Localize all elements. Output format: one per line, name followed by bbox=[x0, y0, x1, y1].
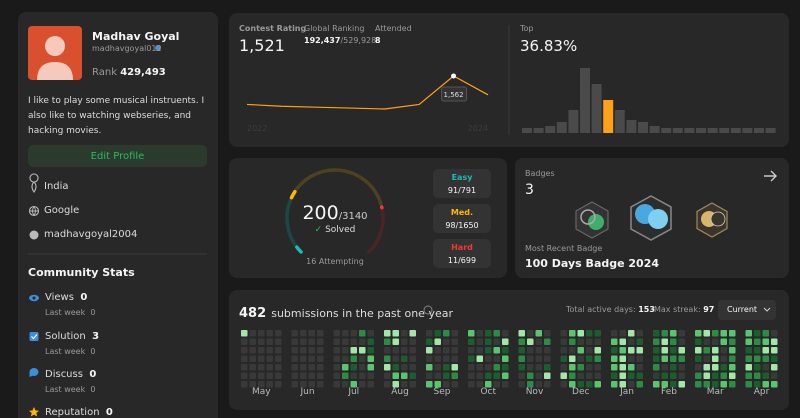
stat-label: Global Ranking bbox=[304, 24, 365, 33]
bio: I like to play some musical instruents. … bbox=[28, 96, 205, 136]
difficulty-label: Med. bbox=[450, 208, 474, 217]
username: madhavgoyal012 bbox=[92, 44, 162, 53]
difficulty-box: Easy 91/791 bbox=[433, 169, 491, 198]
streak-label: Max streak: bbox=[654, 305, 701, 314]
last-week-value: 0 bbox=[90, 308, 96, 317]
difficulty-label: Hard bbox=[451, 243, 473, 252]
stat-value: 0 bbox=[89, 369, 97, 380]
section-title: Community Stats bbox=[28, 266, 135, 279]
stat-label: Attended bbox=[375, 24, 412, 33]
active-value: 153 bbox=[638, 305, 655, 314]
month-label: Oct bbox=[480, 387, 497, 397]
submission-count: 482 bbox=[239, 306, 267, 321]
difficulty-solved: 91 bbox=[447, 186, 459, 195]
month-label: Nov bbox=[525, 387, 544, 397]
stat-value: 0 bbox=[105, 407, 113, 418]
last-week-label: Last week bbox=[45, 385, 86, 394]
difficulty-box: Hard 11/699 bbox=[433, 239, 491, 268]
month-label: Jul bbox=[348, 387, 360, 397]
global-rank-total: /529,928 bbox=[340, 36, 377, 45]
last-week-value: 0 bbox=[90, 385, 96, 394]
last-week-label: Last week bbox=[45, 308, 86, 317]
last-week-label: Last week bbox=[45, 347, 86, 356]
global-rank-value: 192,437 bbox=[304, 36, 341, 45]
location: India bbox=[44, 181, 69, 192]
stat-label: Badges bbox=[525, 169, 555, 178]
dropdown-label[interactable]: Current bbox=[727, 305, 758, 314]
difficulty-total: /1650 bbox=[455, 221, 479, 230]
stat-label: Views bbox=[45, 292, 74, 303]
difficulty-solved: 11 bbox=[447, 256, 459, 265]
rank-label: Rank bbox=[92, 67, 117, 78]
stat-label: Most Recent Badge bbox=[525, 244, 603, 253]
last-week-value: 0 bbox=[90, 347, 96, 356]
stat-label: Discuss bbox=[45, 369, 83, 380]
difficulty-total: /791 bbox=[458, 186, 477, 195]
month-label: May bbox=[251, 387, 271, 397]
active-days: Total active days: 153 bbox=[566, 305, 655, 314]
attended: 8 bbox=[375, 36, 381, 45]
solved-value: 200 bbox=[302, 202, 339, 224]
stat-label: Contest Rating bbox=[239, 24, 307, 33]
difficulty-solved: 98 bbox=[445, 221, 456, 230]
stat-label: Solution bbox=[45, 331, 86, 342]
max-streak: Max streak: 97 bbox=[654, 305, 714, 314]
difficulty-total: /699 bbox=[458, 256, 477, 265]
attempting: 16 Attempting bbox=[306, 257, 364, 266]
solved-text: Solved bbox=[325, 225, 356, 235]
difficulty-count: 11/699 bbox=[433, 256, 491, 265]
difficulty-count: 91/791 bbox=[433, 186, 491, 195]
solved-label: ✓ Solved bbox=[285, 225, 385, 235]
check: ✓ bbox=[314, 225, 323, 235]
difficulty-count: 98/1650 bbox=[433, 221, 491, 230]
edit-button-label[interactable]: Edit Profile bbox=[90, 151, 145, 162]
name: Madhav Goyal bbox=[92, 30, 180, 43]
heatmap-title: 482 submissions in the past one year bbox=[239, 302, 453, 321]
rank-value: 429,493 bbox=[120, 67, 166, 78]
badge-count: 3 bbox=[525, 182, 534, 198]
difficulty-label: Easy bbox=[451, 173, 473, 182]
difficulty-box: Med. 98/1650 bbox=[433, 204, 491, 233]
solved-count: 200/3140 bbox=[285, 202, 385, 224]
month-label: Mar bbox=[706, 387, 724, 397]
stat-last-week: Last week 0 bbox=[45, 347, 95, 356]
stat-row: Solution 3 bbox=[45, 331, 99, 342]
contest-card bbox=[229, 13, 789, 147]
company: Google bbox=[44, 205, 80, 216]
stat-row: Reputation 0 bbox=[45, 407, 113, 418]
stat-label: Reputation bbox=[45, 407, 100, 418]
contest-rating: 1,521 bbox=[239, 36, 285, 55]
month-label: Aug bbox=[391, 387, 409, 397]
active-label: Total active days: bbox=[566, 305, 636, 314]
recent-badge: 100 Days Badge 2024 bbox=[525, 257, 660, 270]
stat-row: Discuss 0 bbox=[45, 369, 96, 380]
stat-row: Views 0 bbox=[45, 292, 87, 303]
month-label: Dec bbox=[572, 387, 590, 397]
solved-total: /3140 bbox=[338, 211, 368, 222]
month-label: Jan bbox=[620, 387, 634, 397]
month-label: Sep bbox=[433, 387, 451, 397]
month-label: Feb bbox=[661, 387, 677, 397]
month-label: Apr bbox=[753, 387, 770, 397]
submission-caption: submissions in the past one year bbox=[271, 307, 453, 320]
streak-value: 97 bbox=[703, 305, 715, 314]
stat-value: 0 bbox=[80, 292, 88, 303]
rank: Rank 429,493 bbox=[92, 67, 166, 78]
github[interactable]: madhavgoyal2004 bbox=[44, 229, 138, 240]
stat-value: 3 bbox=[92, 331, 100, 342]
top-value: 36.83% bbox=[520, 37, 578, 55]
global-rank: 192,437/529,928 bbox=[304, 36, 376, 45]
month-label: Jun bbox=[300, 387, 315, 397]
stat-last-week: Last week 0 bbox=[45, 385, 95, 394]
stat-last-week: Last week 0 bbox=[45, 308, 95, 317]
stat-label: Top bbox=[520, 24, 534, 33]
